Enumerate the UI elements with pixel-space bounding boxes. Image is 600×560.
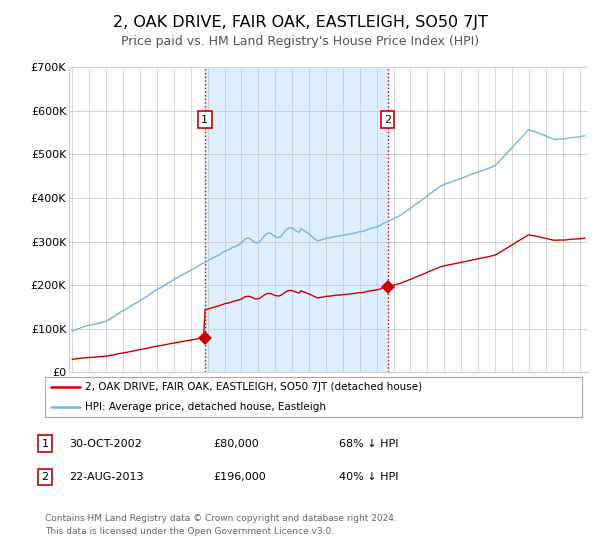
Text: Price paid vs. HM Land Registry's House Price Index (HPI): Price paid vs. HM Land Registry's House … xyxy=(121,35,479,49)
Text: £196,000: £196,000 xyxy=(213,472,266,482)
Text: 22-AUG-2013: 22-AUG-2013 xyxy=(69,472,143,482)
Text: 40% ↓ HPI: 40% ↓ HPI xyxy=(339,472,398,482)
Text: 1: 1 xyxy=(201,114,208,124)
Bar xyxy=(205,67,388,372)
Text: 30-OCT-2002: 30-OCT-2002 xyxy=(69,438,142,449)
Text: Contains HM Land Registry data © Crown copyright and database right 2024.
This d: Contains HM Land Registry data © Crown c… xyxy=(45,514,397,536)
Text: 1: 1 xyxy=(41,438,49,449)
Text: 2: 2 xyxy=(384,114,391,124)
Text: HPI: Average price, detached house, Eastleigh: HPI: Average price, detached house, East… xyxy=(85,402,326,412)
Text: 2, OAK DRIVE, FAIR OAK, EASTLEIGH, SO50 7JT: 2, OAK DRIVE, FAIR OAK, EASTLEIGH, SO50 … xyxy=(113,15,487,30)
Text: 68% ↓ HPI: 68% ↓ HPI xyxy=(339,438,398,449)
Text: £80,000: £80,000 xyxy=(213,438,259,449)
Text: 2: 2 xyxy=(41,472,49,482)
Text: 2, OAK DRIVE, FAIR OAK, EASTLEIGH, SO50 7JT (detached house): 2, OAK DRIVE, FAIR OAK, EASTLEIGH, SO50 … xyxy=(85,382,422,392)
